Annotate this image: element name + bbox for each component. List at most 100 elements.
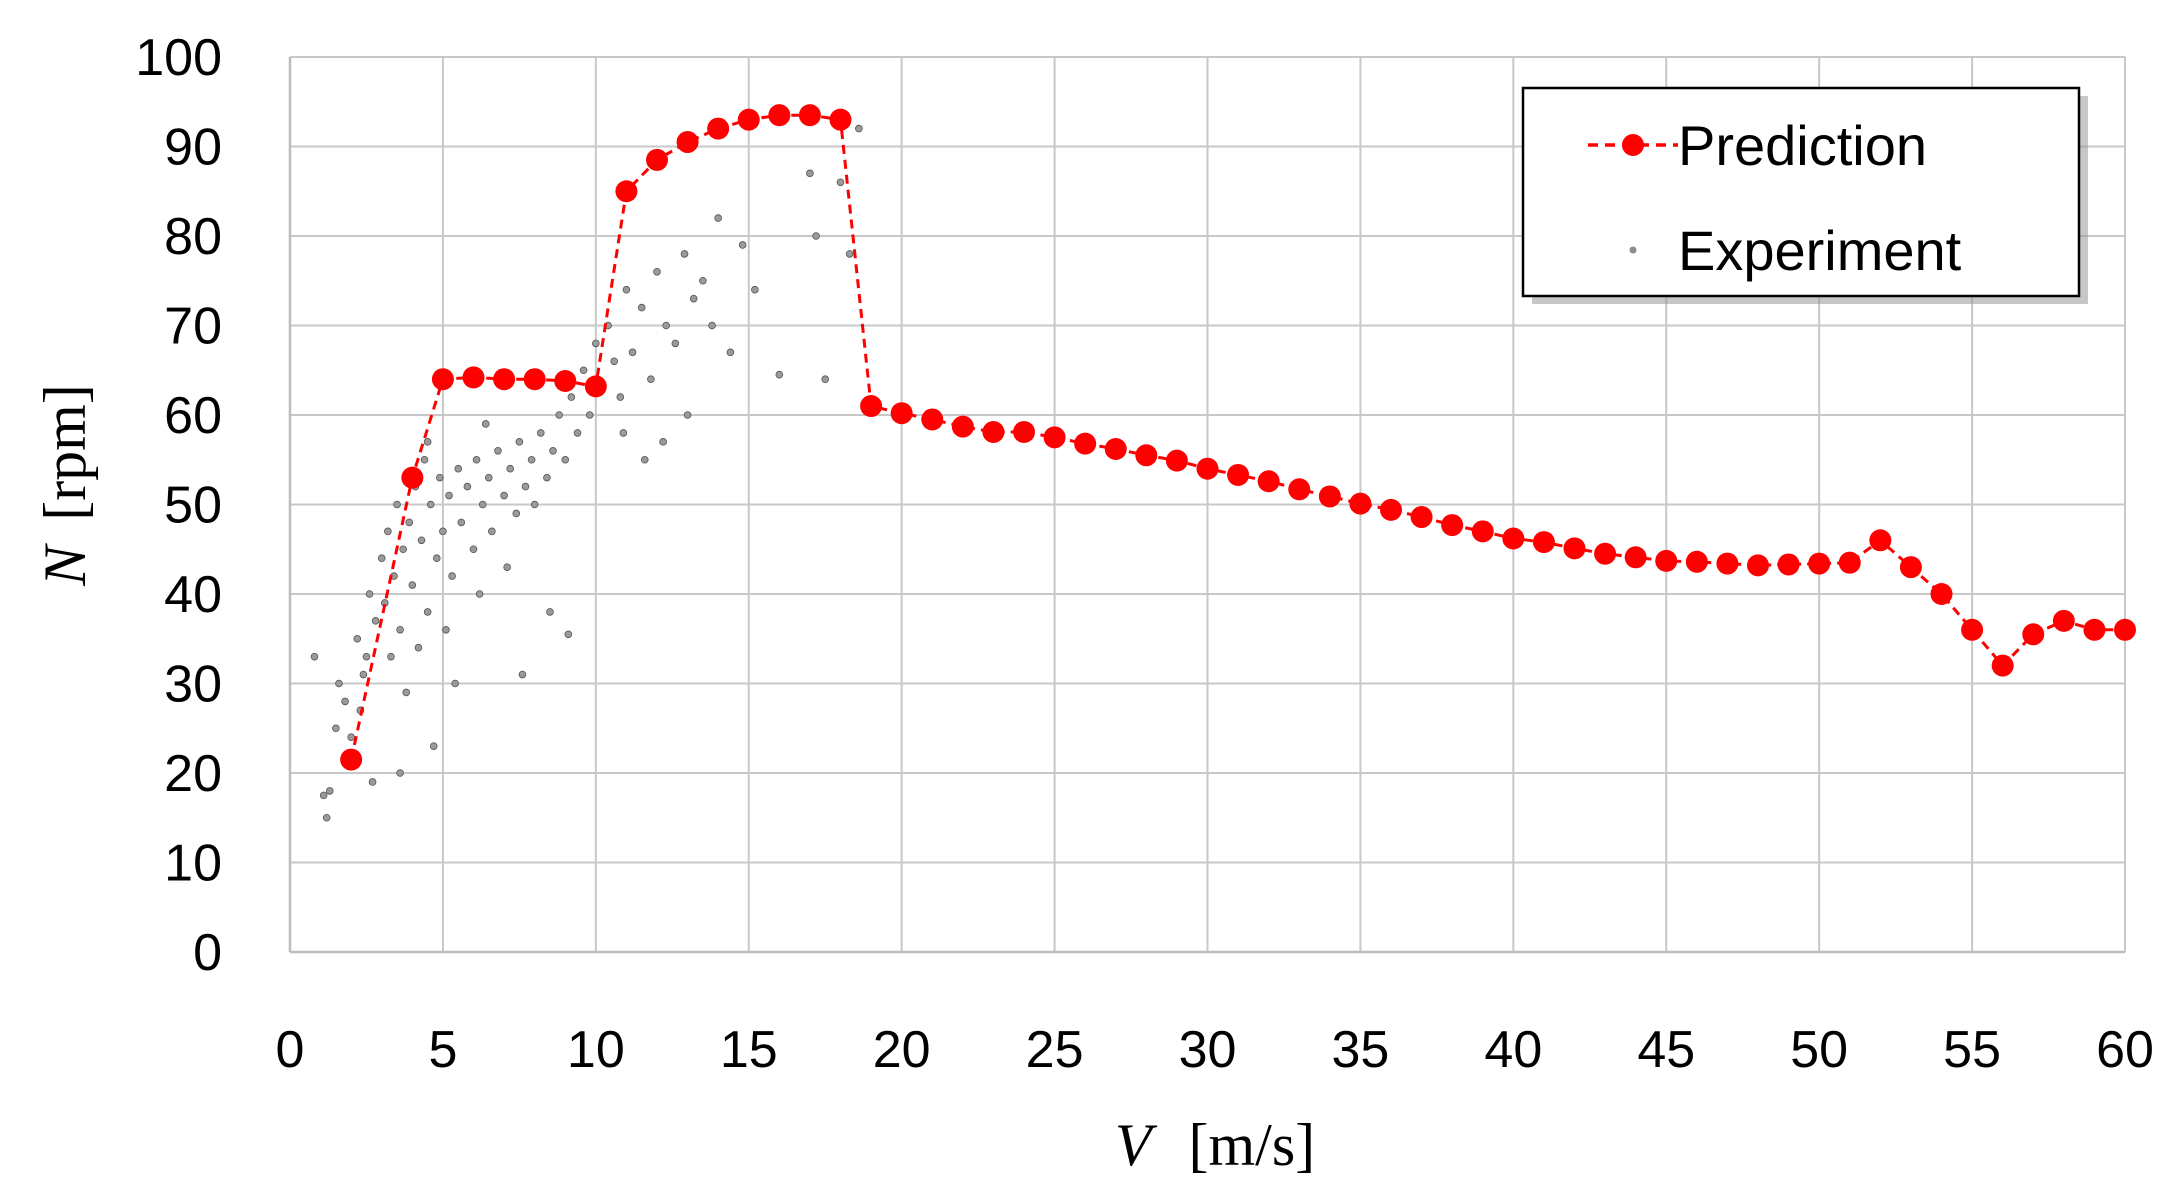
experiment-point-47 — [530, 500, 539, 509]
y-tick-label-90: 90 — [164, 119, 222, 177]
experiment-point-26 — [426, 500, 435, 509]
experiment-point-80 — [821, 375, 830, 384]
prediction-point-50 — [1899, 556, 1922, 579]
prediction-point-51 — [1930, 583, 1953, 605]
experiment-point-40 — [494, 446, 502, 455]
prediction-point-37 — [1502, 527, 1525, 550]
prediction-point-40 — [1594, 542, 1617, 565]
experiment-point-70 — [689, 294, 698, 303]
experiment-point-56 — [585, 411, 594, 419]
experiment-point-17 — [393, 500, 401, 509]
prediction-point-1 — [401, 466, 424, 489]
prediction-point-5 — [523, 368, 546, 391]
prediction-point-57 — [2114, 618, 2136, 641]
y-axis-title: N [rpm] — [32, 384, 98, 587]
experiment-point-15 — [384, 527, 392, 536]
prediction-point-18 — [921, 408, 944, 431]
prediction-point-30 — [1288, 478, 1311, 501]
prediction-point-25 — [1135, 444, 1158, 467]
experiment-point-79 — [812, 232, 820, 240]
prediction-point-24 — [1104, 438, 1127, 461]
prediction-point-56 — [2083, 618, 2106, 641]
experiment-point-76 — [751, 285, 759, 294]
experiment-point-86 — [442, 625, 450, 634]
experiment-point-25 — [423, 608, 432, 616]
experiment-point-1 — [319, 791, 328, 800]
prediction-point-31 — [1318, 485, 1341, 508]
prediction-point-54 — [2022, 623, 2045, 646]
prediction-point-38 — [1532, 531, 1555, 554]
prediction-point-45 — [1747, 554, 1769, 577]
prediction-point-19 — [951, 415, 974, 438]
experiment-point-39 — [488, 527, 496, 536]
experiment-point-49 — [543, 473, 551, 482]
experiment-point-88 — [475, 590, 484, 598]
experiment-point-55 — [579, 366, 588, 375]
prediction-point-9 — [646, 148, 668, 171]
experiment-point-33 — [457, 518, 466, 527]
x-tick-label-45: 45 — [1637, 1021, 1695, 1079]
prediction-point-26 — [1165, 449, 1188, 472]
y-tick-label-60: 60 — [164, 387, 222, 445]
prediction-point-16 — [860, 395, 883, 418]
y-tick-label-20: 20 — [164, 745, 222, 803]
prediction-point-44 — [1716, 552, 1739, 575]
prediction-series — [340, 104, 2136, 771]
legend-experiment-marker — [1629, 246, 1637, 254]
prediction-point-35 — [1441, 514, 1464, 537]
prediction-line — [349, 113, 2125, 760]
experiment-point-95 — [429, 742, 438, 750]
prediction-point-12 — [737, 108, 760, 131]
experiment-point-98 — [402, 688, 411, 697]
prediction-point-22 — [1043, 426, 1066, 449]
prediction-point-55 — [2052, 609, 2075, 632]
experiment-point-81 — [836, 178, 845, 187]
prediction-point-7 — [584, 375, 607, 398]
experiment-point-46 — [527, 455, 536, 464]
experiment-point-102 — [640, 455, 649, 464]
experiment-point-72 — [708, 321, 716, 330]
experiment-point-41 — [500, 491, 508, 500]
prediction-point-8 — [615, 180, 638, 203]
x-axis-title: V [m/s] — [1115, 1112, 1315, 1178]
x-tick-label-30: 30 — [1179, 1021, 1237, 1079]
experiment-point-13 — [377, 554, 386, 562]
experiment-point-37 — [478, 500, 487, 509]
experiment-point-92 — [564, 630, 573, 639]
prediction-point-41 — [1624, 546, 1647, 569]
prediction-point-0 — [340, 748, 363, 771]
experiment-point-18 — [396, 625, 404, 634]
experiment-point-35 — [469, 545, 478, 554]
experiment-point-3 — [325, 787, 334, 795]
x-tick-label-25: 25 — [1026, 1021, 1084, 1079]
experiment-point-67 — [662, 321, 670, 330]
prediction-point-6 — [554, 369, 577, 392]
x-tick-label-15: 15 — [720, 1021, 778, 1079]
experiment-point-69 — [680, 250, 689, 258]
experiment-point-10 — [362, 652, 371, 661]
experiment-point-23 — [417, 536, 426, 545]
prediction-point-39 — [1563, 537, 1586, 560]
y-tick-label-10: 10 — [164, 835, 222, 893]
experiment-point-61 — [616, 393, 625, 401]
x-tick-label-20: 20 — [873, 1021, 931, 1079]
experiment-point-87 — [451, 679, 459, 688]
experiment-point-84 — [387, 652, 395, 661]
y-tick-label-40: 40 — [164, 566, 222, 624]
prediction-point-46 — [1777, 553, 1800, 576]
y-tick-label-50: 50 — [164, 477, 222, 535]
experiment-point-42 — [506, 464, 515, 473]
prediction-point-43 — [1685, 550, 1708, 573]
x-tick-label-0: 0 — [276, 1021, 305, 1079]
experiment-point-31 — [448, 572, 456, 580]
y-tick-label-70: 70 — [164, 298, 222, 356]
experiment-point-103 — [659, 438, 667, 446]
experiment-point-4 — [332, 724, 340, 733]
experiment-point-77 — [775, 370, 784, 379]
experiment-point-57 — [592, 339, 600, 348]
legend-prediction-label: Prediction — [1678, 114, 1927, 177]
experiment-point-99 — [423, 438, 432, 446]
legend-box — [1521, 86, 2081, 298]
prediction-point-42 — [1655, 549, 1678, 572]
